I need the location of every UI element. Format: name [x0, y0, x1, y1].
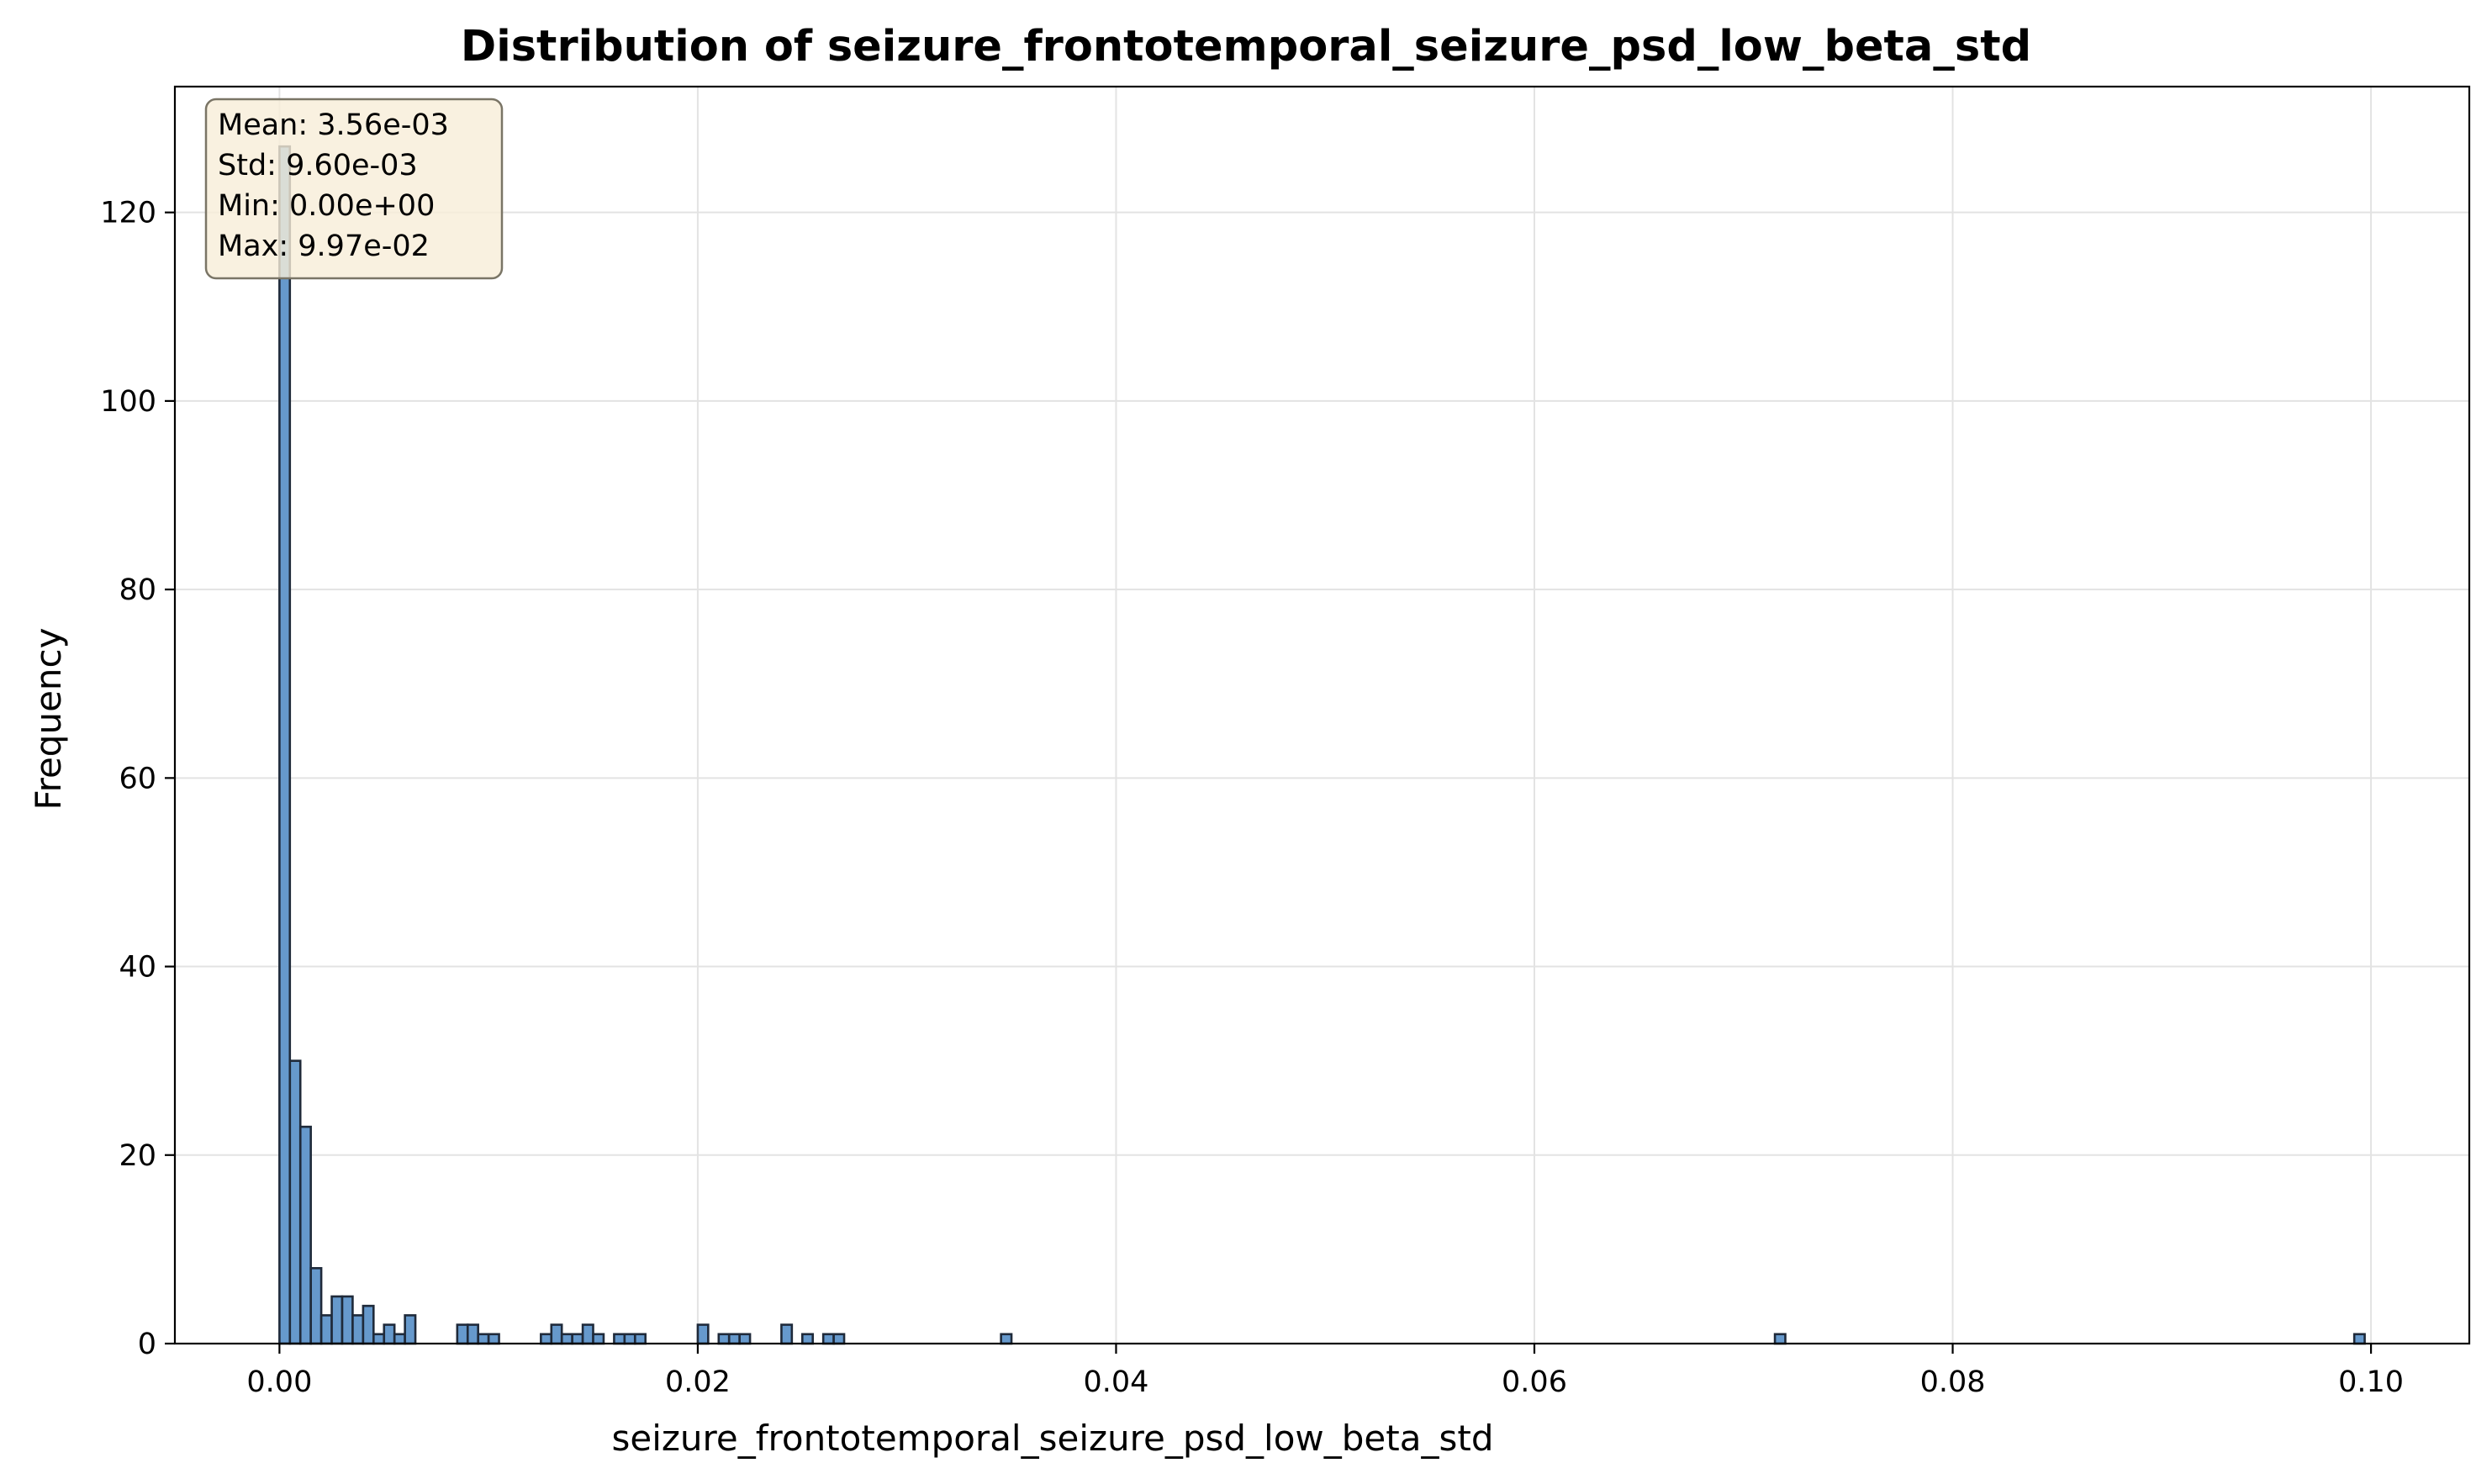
plot-frame: [173, 85, 2471, 1345]
chart-title: Distribution of seizure_frontotemporal_s…: [461, 22, 2031, 71]
y-tick-label-6: 120: [100, 197, 156, 230]
y-tick-label-0: 0: [138, 1328, 156, 1361]
y-axis-ticks: 0 20 40 60 80 100 120: [100, 197, 175, 1361]
histogram-bar-35: [1773, 1333, 1787, 1345]
histogram-bar-11: [393, 1333, 406, 1345]
histogram-bar-30: [780, 1323, 794, 1345]
histogram-bar-5: [330, 1295, 344, 1345]
y-tick-label-4: 80: [119, 573, 156, 607]
histogram-bar-4: [319, 1314, 333, 1345]
y-axis-label: Frequency: [28, 628, 69, 811]
histogram-bar-0: [278, 145, 292, 1345]
stats-mean: Mean: 3.56e-03: [218, 108, 449, 142]
x-tick-label-4: 0.08: [1920, 1365, 1986, 1399]
x-tick-label-2: 0.04: [1083, 1365, 1148, 1399]
histogram-bar-19: [560, 1333, 573, 1345]
x-tick-label-1: 0.02: [665, 1365, 731, 1399]
histogram-bar-18: [550, 1323, 563, 1345]
histogram-bar-28: [727, 1333, 741, 1345]
histogram-bar-7: [351, 1314, 365, 1345]
stats-box-background: [204, 98, 504, 280]
histogram-bar-31: [801, 1333, 815, 1345]
stats-std: Std: 9.60e-03: [218, 149, 418, 182]
x-axis-label: seizure_frontotemporal_seizure_psd_low_b…: [612, 1418, 1494, 1459]
histogram-bar-10: [383, 1323, 396, 1345]
stats-max: Max: 9.97e-02: [218, 230, 430, 263]
histogram-bar-24: [623, 1333, 636, 1345]
plot-area: 0.00 0.02 0.04 0.06 0.08 0.10 0 20 40 60 80 100 120: [100, 85, 2471, 1399]
histogram-bar-8: [362, 1304, 375, 1345]
histogram-bar-32: [821, 1333, 835, 1345]
x-axis-ticks: 0.00 0.02 0.04 0.06 0.08 0.10: [246, 1344, 2404, 1399]
x-tick-label-5: 0.10: [2338, 1365, 2404, 1399]
x-tick-label-0: 0.00: [246, 1365, 312, 1399]
histogram-bar-20: [571, 1333, 584, 1345]
histogram-bar-34: [1000, 1333, 1013, 1345]
y-tick-label-5: 100: [100, 385, 156, 419]
histogram-bar-12: [404, 1314, 417, 1345]
histogram-bar-26: [696, 1323, 710, 1345]
histogram-bar-27: [717, 1333, 731, 1345]
histogram-bar-25: [633, 1333, 647, 1345]
histogram-bar-16: [487, 1333, 500, 1345]
histogram-bar-21: [581, 1323, 594, 1345]
histogram-bar-15: [477, 1333, 490, 1345]
histogram-bar-36: [2352, 1333, 2366, 1345]
histogram-bar-13: [456, 1323, 469, 1345]
histogram-bar-17: [540, 1333, 553, 1345]
histogram-bar-6: [341, 1295, 354, 1345]
y-tick-label-3: 60: [119, 762, 156, 795]
stats-min: Min: 0.00e+00: [218, 189, 435, 223]
x-tick-label-3: 0.06: [1502, 1365, 1567, 1399]
stats-box: Mean: 3.56e-03 Std: 9.60e-03 Min: 0.00e+…: [204, 98, 504, 280]
histogram-bar-22: [592, 1333, 605, 1345]
histogram-bar-1: [288, 1059, 302, 1345]
y-tick-label-2: 40: [119, 951, 156, 985]
y-tick-label-1: 20: [119, 1139, 156, 1173]
histogram-bar-2: [298, 1125, 312, 1345]
histogram-bar-14: [466, 1323, 479, 1345]
histogram-bars: [278, 145, 2366, 1345]
histogram-bar-9: [372, 1333, 386, 1345]
histogram-bar-3: [309, 1267, 323, 1345]
histogram-bar-33: [832, 1333, 846, 1345]
histogram-bar-23: [613, 1333, 626, 1345]
histogram-bar-29: [738, 1333, 752, 1345]
